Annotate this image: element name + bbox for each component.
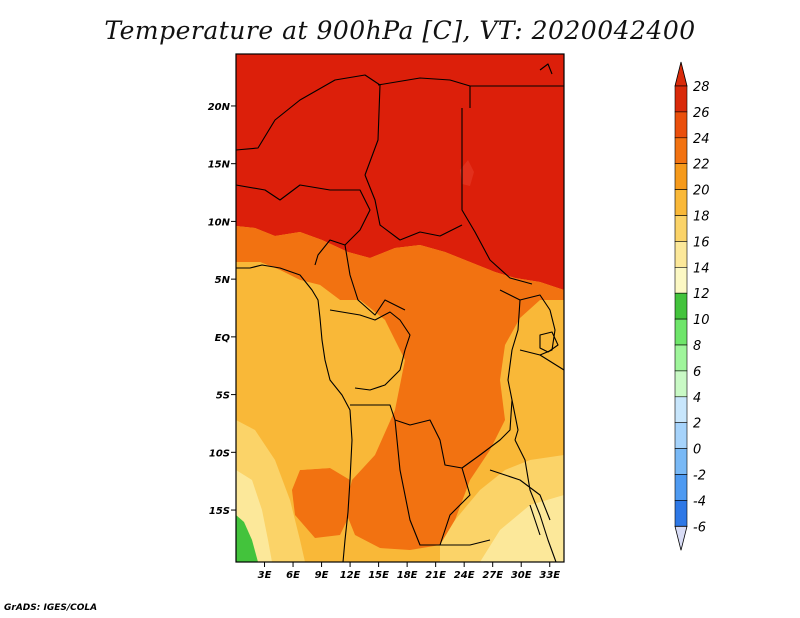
border-cameroon (344, 244, 406, 316)
colorbar-label: 12 (693, 287, 710, 302)
lat-tick-label: 10S (209, 448, 230, 459)
longitude-axis: 3E 6E 9E 12E 15E 18E 21E 24E 27E 30E 33E (258, 562, 560, 581)
lon-tick-label: 18E (397, 570, 418, 581)
colorbar-label: 10 (693, 313, 710, 328)
lon-tick-label: 12E (340, 570, 361, 581)
colorbar-label: 14 (693, 261, 710, 276)
border-east-sudan (461, 108, 533, 285)
border-malawi (514, 439, 557, 563)
lon-tick-label: 24E (454, 570, 475, 581)
latitude-axis: 20N 15N 10N 5N EQ 5S 10S 15S (208, 102, 236, 517)
field-warm-central (236, 226, 564, 550)
field-highland-spot (460, 160, 474, 186)
country-borders (235, 63, 565, 563)
border-nigeria (235, 184, 371, 266)
colorbar-label: -2 (693, 469, 706, 484)
colorbar-label: 22 (693, 158, 710, 173)
border-north-2 (377, 77, 471, 108)
colorbar-cell (674, 85, 688, 113)
map-frame (235, 53, 565, 563)
colorbar-cell (674, 111, 688, 139)
colorbar-label: 18 (693, 210, 710, 225)
colorbar-cell (674, 370, 688, 398)
lon-tick-label: 21E (425, 570, 446, 581)
colorbar-label: -6 (693, 520, 706, 535)
lat-tick-label: 20N (208, 102, 231, 113)
lat-tick-label: EQ (215, 333, 231, 344)
lat-tick-label: 10N (208, 217, 231, 228)
border-tanzania (539, 354, 565, 371)
colorbar-cell (674, 292, 688, 320)
colorbar-label: 24 (693, 132, 710, 147)
field-mid-east (510, 300, 564, 440)
border-drc-east (461, 289, 521, 469)
lake-tanganyika (511, 399, 519, 441)
map-title: Temperature at 900hPa [C], VT: 202004240… (104, 16, 696, 45)
colorbar-cell (674, 396, 688, 423)
colorbar-label: -4 (693, 494, 706, 509)
field-warm-southwest (292, 468, 352, 538)
colorbar-cell (674, 137, 688, 165)
lake-victoria (539, 331, 559, 353)
border-drc-south (350, 404, 471, 546)
coast-sahara-mtn (539, 63, 553, 75)
colorbar-top-arrow (674, 61, 688, 87)
lon-tick-label: 9E (315, 570, 329, 581)
colorbar-cell (674, 266, 688, 294)
lon-tick-label: 3E (258, 570, 272, 581)
colorbar-cell (674, 241, 688, 268)
lon-tick-label: 30E (511, 570, 532, 581)
lon-tick-label: 6E (286, 570, 300, 581)
border-north-1 (235, 74, 381, 176)
colorbar-cell (674, 189, 688, 216)
colorbar-cell (674, 318, 688, 346)
border-congo (329, 309, 411, 391)
colorbar-label: 16 (693, 235, 710, 250)
colorbar-label: 26 (693, 106, 710, 121)
colorbar-cell (674, 500, 688, 527)
field-green-patch (236, 515, 258, 562)
lat-tick-label: 5N (215, 275, 231, 286)
colorbar-label: 8 (693, 339, 701, 354)
lon-tick-label: 15E (368, 570, 389, 581)
lat-tick-label: 5S (216, 391, 230, 402)
lat-tick-label: 15N (208, 160, 231, 171)
coastline (236, 264, 353, 563)
colorbar-label: 28 (693, 80, 710, 95)
field-coolest-southeast (480, 495, 564, 562)
lake-malawi (529, 504, 541, 536)
border-angola-zambia (394, 419, 491, 546)
border-chad-car (364, 174, 463, 241)
colorbar-label: 20 (693, 184, 710, 199)
colorbar-cell (674, 163, 688, 190)
grads-credit: GrADS: IGES/COLA (4, 603, 98, 613)
colorbar-label: 2 (693, 417, 701, 432)
lon-tick-label: 27E (482, 570, 503, 581)
colorbar-cell (674, 215, 688, 242)
colorbar-label: 4 (693, 391, 701, 406)
colorbar-label: 0 (693, 443, 701, 458)
colorbar-cell (674, 344, 688, 372)
field-hot-north (236, 54, 564, 290)
colorbar-cell (674, 422, 688, 449)
colorbar-cell (674, 474, 688, 501)
lat-tick-label: 15S (209, 506, 230, 517)
lon-tick-label: 33E (539, 570, 560, 581)
colorbar-bottom-arrow (674, 525, 688, 551)
colorbar-label: 6 (693, 365, 701, 380)
colorbar-cell (674, 448, 688, 475)
